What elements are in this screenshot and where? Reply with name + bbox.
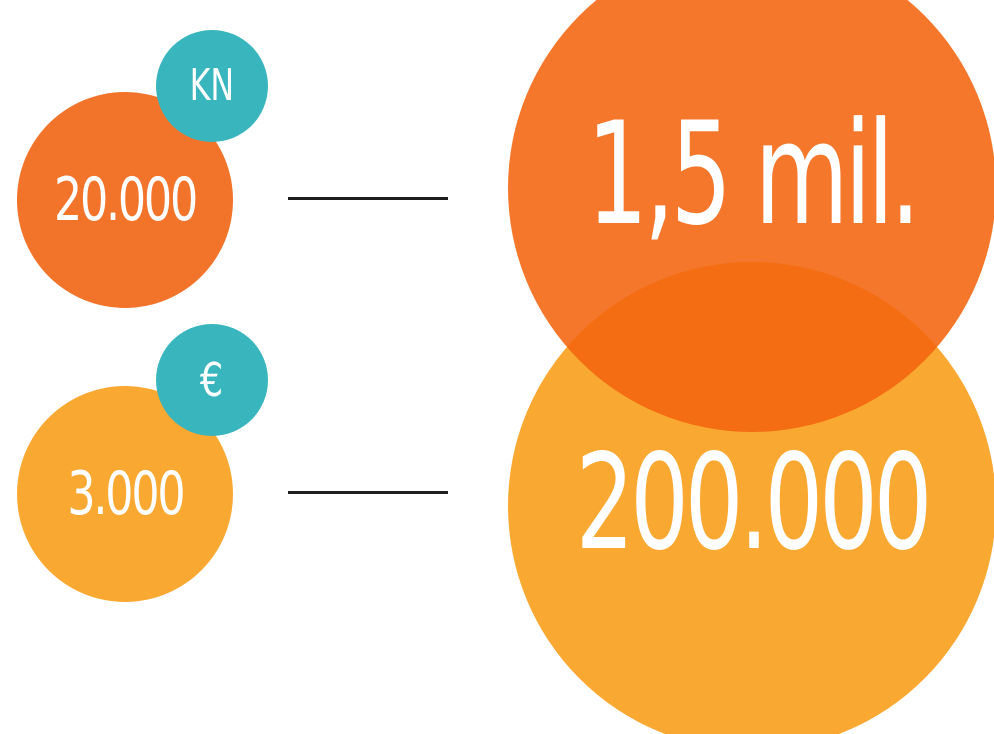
eur-amount-text: 3.000	[66, 459, 185, 529]
kn-total-circle: 1,5 mil.	[508, 0, 994, 432]
eur-connector-line	[288, 491, 448, 494]
kn-currency-label: KN	[189, 60, 235, 111]
kn-currency-badge: KN	[156, 30, 268, 142]
eur-total-text: 200.000	[575, 426, 933, 580]
eur-currency-label: €	[200, 353, 224, 407]
kn-amount-text: 20.000	[53, 165, 198, 235]
eur-amount-circle: 3.000	[17, 386, 233, 602]
eur-currency-badge: €	[156, 324, 268, 436]
kn-connector-line	[288, 197, 448, 200]
kn-total-text: 1,5 mil.	[586, 92, 921, 257]
